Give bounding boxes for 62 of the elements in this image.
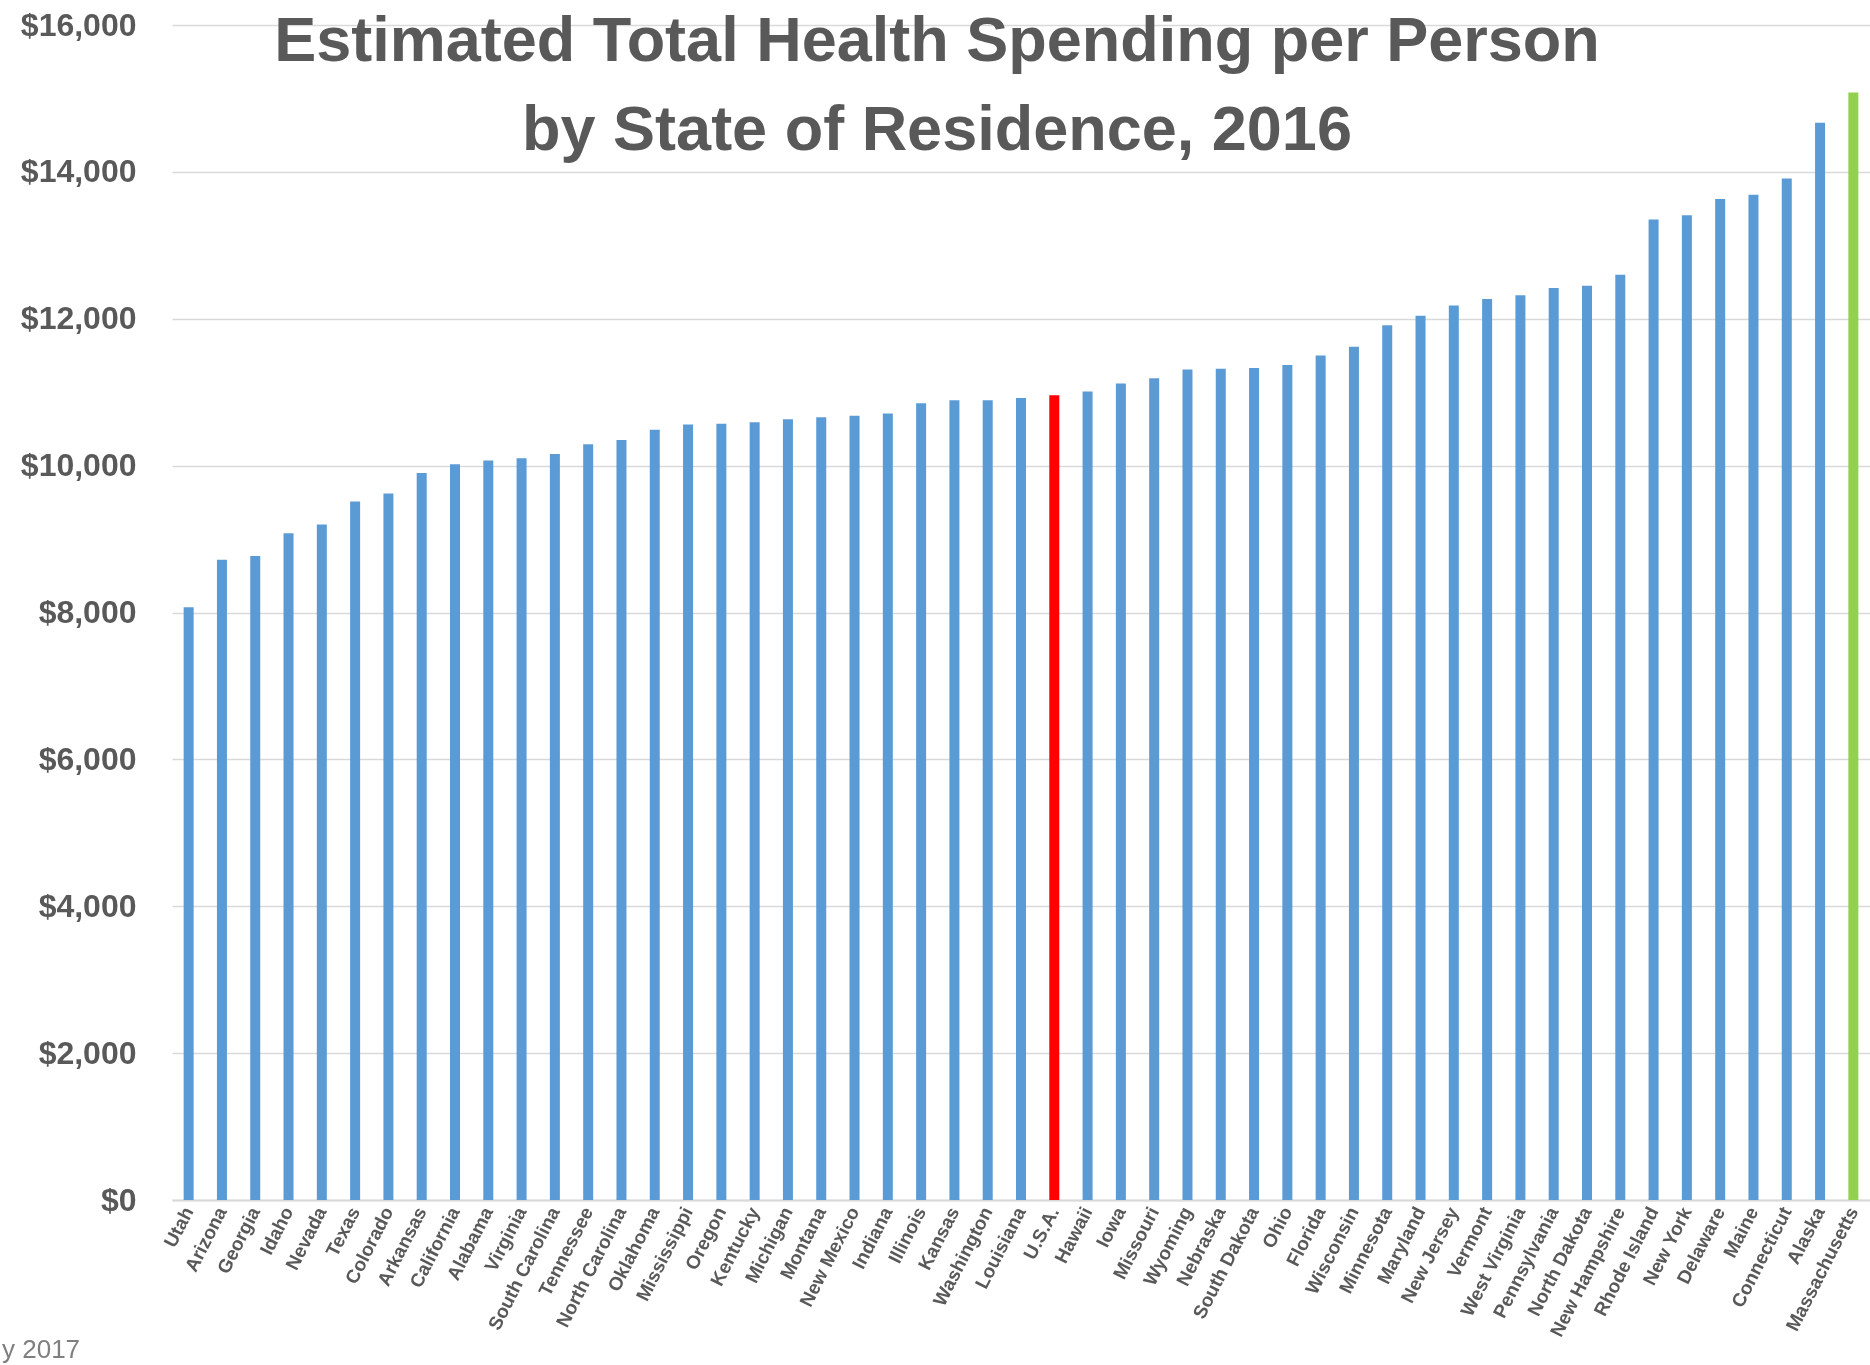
bar [1648, 219, 1659, 1200]
bar [882, 413, 893, 1200]
bar [916, 403, 927, 1200]
bar [982, 400, 993, 1200]
y-tick-label: $14,000 [20, 153, 137, 190]
bar [583, 444, 594, 1200]
bar [649, 429, 660, 1200]
bar [1715, 199, 1726, 1200]
bar [1282, 365, 1293, 1200]
bar [1548, 287, 1559, 1200]
bar [749, 422, 760, 1200]
bar [949, 400, 960, 1200]
bar [1815, 122, 1826, 1200]
bar [350, 501, 361, 1200]
y-tick-label: $10,000 [20, 447, 137, 484]
bar [1249, 367, 1260, 1200]
bar [183, 607, 194, 1200]
y-tick-label: $16,000 [20, 6, 137, 43]
y-tick-label: $0 [100, 1181, 137, 1218]
bar [216, 559, 227, 1200]
bar [483, 460, 494, 1200]
bar [683, 424, 694, 1200]
bar [849, 415, 860, 1200]
bar [616, 439, 627, 1200]
bar [316, 524, 327, 1200]
bar [516, 458, 527, 1200]
y-tick-label: $12,000 [20, 300, 137, 337]
bar [1182, 369, 1193, 1200]
bar [1448, 305, 1459, 1200]
bar [716, 423, 727, 1200]
y-tick-label: $8,000 [38, 594, 137, 630]
bar [1115, 383, 1126, 1200]
bar [283, 533, 294, 1200]
text: y 2017 [2, 1334, 81, 1364]
bar [1382, 325, 1393, 1200]
bar [549, 453, 560, 1200]
bar [1082, 391, 1093, 1200]
y-tick-label: $4,000 [38, 887, 137, 924]
bar [1315, 355, 1326, 1200]
bar [416, 472, 427, 1200]
bar [816, 417, 827, 1200]
bar [1748, 194, 1759, 1200]
y-tick-label: $2,000 [38, 1034, 137, 1071]
bar [1149, 378, 1160, 1200]
bar [1215, 368, 1226, 1200]
bar [1348, 346, 1359, 1200]
bar [1415, 315, 1426, 1200]
bar [1681, 215, 1692, 1200]
bar [1482, 298, 1493, 1200]
bar [1781, 178, 1792, 1200]
y-tick-label: $6,000 [38, 740, 137, 777]
bar [1615, 274, 1626, 1200]
bar [1515, 295, 1526, 1200]
bar [1049, 395, 1060, 1200]
bar [1582, 285, 1592, 1200]
bar [782, 419, 793, 1200]
bar [1848, 92, 1859, 1200]
bar [383, 493, 394, 1200]
chart-title: Estimated Total Health Spending per Person by State of Residence, 2016 [274, 4, 1600, 163]
bar [450, 464, 460, 1200]
bar [1016, 398, 1026, 1200]
bar [250, 555, 261, 1200]
